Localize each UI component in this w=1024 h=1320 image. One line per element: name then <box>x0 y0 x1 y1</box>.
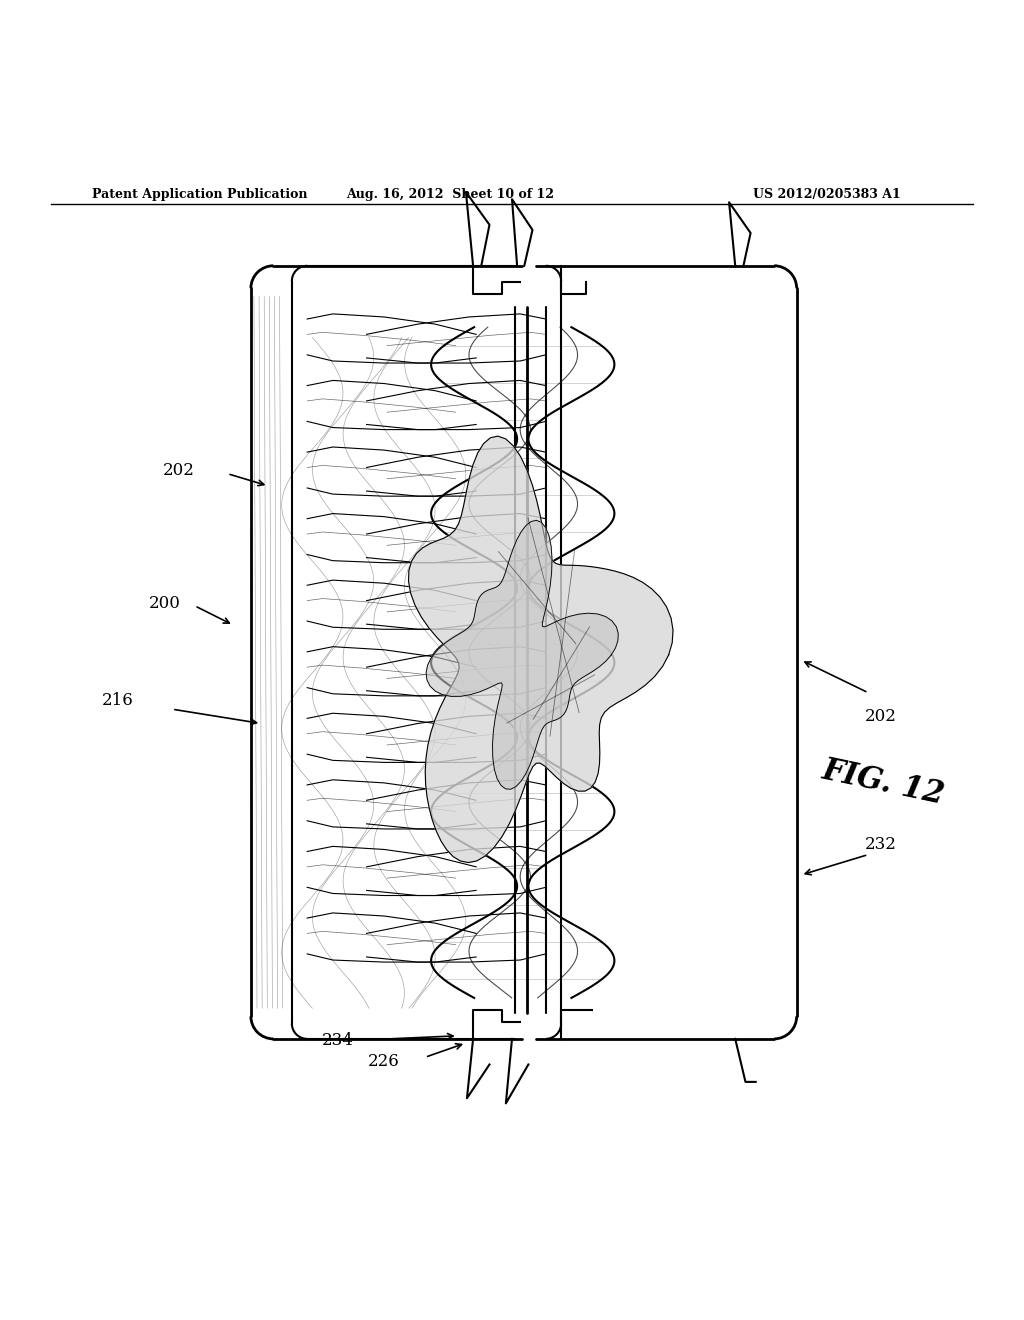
Text: 216: 216 <box>101 693 134 709</box>
Text: US 2012/0205383 A1: US 2012/0205383 A1 <box>754 187 901 201</box>
Text: 202: 202 <box>865 708 897 725</box>
Polygon shape <box>426 520 618 789</box>
Text: 234: 234 <box>322 1032 354 1049</box>
Text: Aug. 16, 2012  Sheet 10 of 12: Aug. 16, 2012 Sheet 10 of 12 <box>346 187 555 201</box>
Text: Patent Application Publication: Patent Application Publication <box>92 187 307 201</box>
Text: 232: 232 <box>865 836 897 853</box>
Text: 202: 202 <box>163 462 196 479</box>
Polygon shape <box>409 436 673 862</box>
Text: 200: 200 <box>148 595 180 612</box>
Text: FIG. 12: FIG. 12 <box>819 755 947 810</box>
Text: 226: 226 <box>368 1053 400 1071</box>
